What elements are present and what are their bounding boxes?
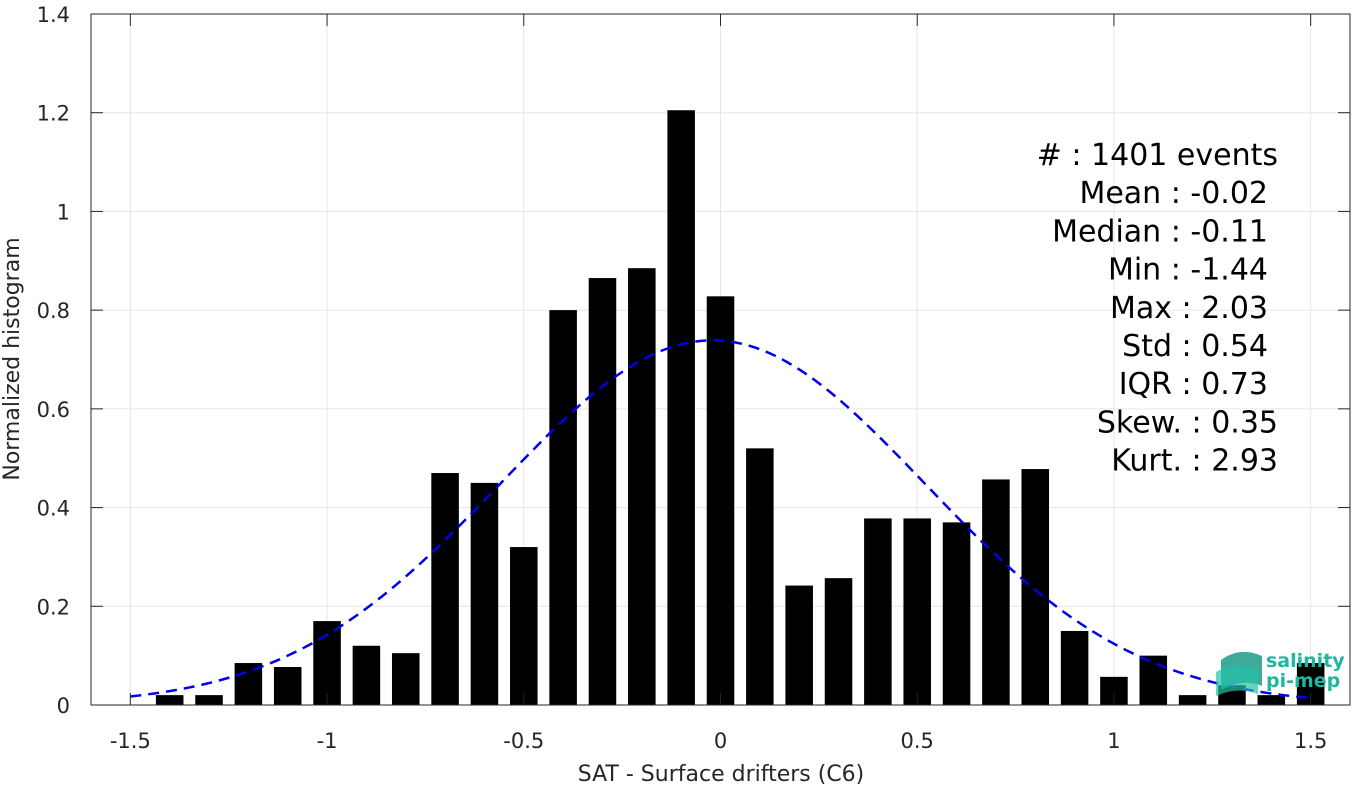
y-axis-ticks: 0 0.2 0.4 0.6 0.8 1 1.2 1.4 — [37, 3, 1350, 718]
stat-line: Kurt. : 2.93 — [1111, 444, 1278, 479]
histogram-bar — [706, 296, 735, 705]
stat-line: Mean : -0.02 — [1079, 176, 1268, 211]
stat-line: Skew. : 0.35 — [1097, 405, 1278, 440]
histogram-bar — [431, 473, 459, 705]
histogram-bar — [1257, 695, 1286, 705]
histogram-bar — [942, 522, 971, 705]
x-tick-label: -0.5 — [503, 729, 544, 753]
histogram-bar — [667, 110, 695, 705]
histogram-bar — [549, 310, 577, 705]
y-tick-label: 0.6 — [37, 398, 70, 422]
x-tick-label: 1.5 — [1294, 729, 1327, 753]
y-tick-label: 1 — [57, 200, 70, 224]
histogram-bar — [903, 518, 931, 705]
histogram-bar — [628, 268, 656, 705]
x-axis-label: SAT - Surface drifters (C6) — [578, 762, 865, 785]
stat-line: Std : 0.54 — [1122, 329, 1268, 364]
histogram-bar — [785, 585, 813, 705]
stat-line: Median : -0.11 — [1052, 214, 1268, 249]
histogram-bar — [588, 278, 617, 705]
x-tick-label: -1 — [317, 729, 338, 753]
wave-icon — [1216, 651, 1262, 696]
histogram-bar — [195, 695, 223, 705]
stat-line: Max : 2.03 — [1110, 291, 1268, 326]
normal-fit-line — [130, 339, 1311, 700]
histogram-bar — [510, 547, 538, 705]
x-tick-label: 0 — [714, 729, 727, 753]
histogram-bar — [1139, 655, 1168, 705]
stat-line: Min : -1.44 — [1108, 253, 1268, 288]
histogram-bar — [470, 482, 499, 705]
grid — [91, 13, 1350, 706]
histogram-bar — [1021, 469, 1050, 705]
histogram-bar — [234, 663, 263, 705]
y-tick-label: 0.8 — [37, 299, 70, 323]
y-tick-label: 1.2 — [37, 102, 70, 126]
stat-line: # : 1401 events — [1037, 138, 1278, 173]
y-axis-label: Normalized histogram — [0, 237, 25, 480]
x-axis-ticks: -1.5 -1 -0.5 0 0.5 1 1.5 — [110, 14, 1327, 753]
logo-line1: salinity — [1266, 650, 1345, 672]
salinity-pi-mep-logo: salinity pi-mep — [1216, 650, 1345, 696]
histogram-bar — [155, 695, 184, 705]
y-tick-label: 0.4 — [37, 497, 70, 521]
histogram-bar — [982, 479, 1010, 705]
x-tick-label: 0.5 — [901, 729, 934, 753]
y-tick-label: 0.2 — [37, 595, 70, 619]
logo-line2: pi-mep — [1266, 670, 1340, 692]
histogram-bar — [352, 645, 381, 705]
histogram-bar — [273, 666, 302, 705]
histogram-bar — [391, 653, 420, 705]
stat-line: IQR : 0.73 — [1119, 367, 1268, 402]
histogram-bar — [1060, 630, 1089, 705]
x-tick-label: -1.5 — [110, 729, 151, 753]
y-tick-label: 0 — [57, 694, 70, 718]
histogram-bar — [1178, 695, 1207, 705]
histogram-bar — [746, 448, 774, 705]
x-tick-label: 1 — [1107, 729, 1120, 753]
histogram-bar — [864, 518, 892, 705]
histogram-bar — [824, 578, 853, 705]
y-tick-label: 1.4 — [37, 3, 70, 27]
